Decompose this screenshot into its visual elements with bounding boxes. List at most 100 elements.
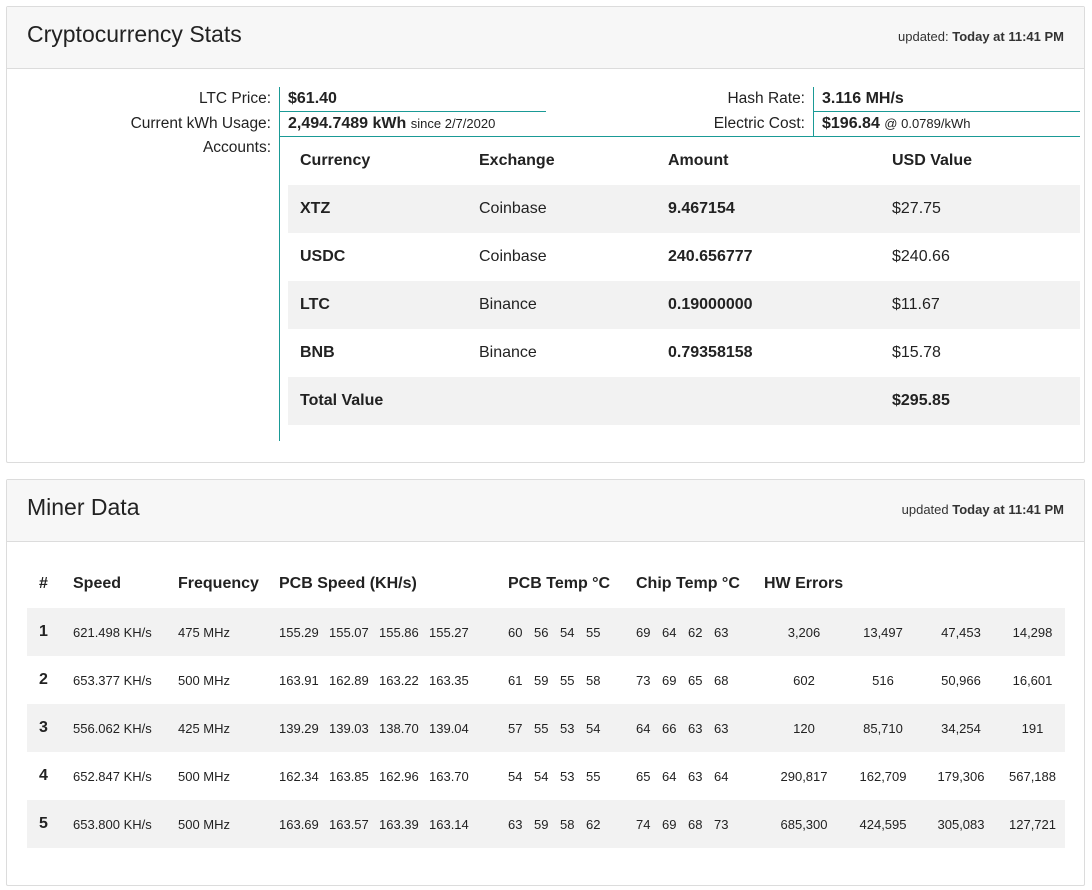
chip-temp-value: 62 bbox=[688, 624, 703, 640]
col-exchange: Exchange bbox=[479, 152, 555, 169]
hw-error-value: 85,710 bbox=[844, 704, 922, 752]
account-exchange: Binance bbox=[467, 281, 656, 329]
account-usd: $11.67 bbox=[880, 281, 1080, 329]
electric-cost: $196.84 bbox=[822, 115, 880, 132]
col-currency: Currency bbox=[300, 152, 371, 169]
hw-error-value: 14,298 bbox=[1000, 608, 1065, 656]
account-currency: USDC bbox=[300, 248, 346, 265]
ltc-price-label: LTC Price: bbox=[198, 90, 271, 107]
updated-time: Today at 11:41 PM bbox=[952, 502, 1064, 517]
miner-row: 2 653.377 KH/s 500 MHz 163.91 162.89 163.22 16… bbox=[27, 656, 1065, 704]
pcb-speed-value: 162.96 bbox=[379, 768, 419, 784]
hw-error-value: 47,453 bbox=[922, 608, 1000, 656]
hw-error-value: 602 bbox=[793, 672, 815, 688]
account-currency: LTC bbox=[288, 281, 467, 329]
pcb-temp-cell: 63 59 58 62 bbox=[508, 800, 636, 848]
pcb-speed-value: 162.89 bbox=[329, 672, 369, 688]
hash-rate-label: Hash Rate: bbox=[727, 90, 805, 107]
hw-error-value: 424,595 bbox=[844, 800, 922, 848]
updated-time: Today at 11:41 PM bbox=[952, 29, 1064, 44]
miner-speed: 652.847 KH/s bbox=[73, 768, 152, 784]
col-pcb-temp: PCB Temp °C bbox=[508, 575, 611, 592]
miner-table: # Speed Frequency PCB Speed (KH/s) PCB T… bbox=[27, 560, 1065, 848]
chip-temp-value: 64 bbox=[662, 624, 677, 640]
pcb-speed-value: 155.29 bbox=[279, 624, 319, 640]
pcb-speed-value: 163.57 bbox=[329, 816, 369, 832]
hw-error-value: 120 bbox=[764, 704, 844, 752]
account-amount: 9.467154 bbox=[656, 185, 880, 233]
accounts-header-row: Currency Exchange Amount USD Value bbox=[288, 137, 1080, 185]
miner-id: 4 bbox=[39, 767, 48, 784]
hw-error-value: 127,721 bbox=[1000, 800, 1065, 848]
pcb-speed-value: 139.04 bbox=[429, 720, 469, 736]
panel-header: Cryptocurrency Stats updated: Today at 1… bbox=[7, 7, 1084, 69]
chip-temp-value: 63 bbox=[714, 720, 729, 736]
miner-speed: 653.377 KH/s bbox=[73, 672, 152, 688]
pcb-speed-value: 163.69 bbox=[279, 816, 319, 832]
col-hw-errors: HW Errors bbox=[764, 575, 844, 592]
chip-temp-value: 65 bbox=[688, 672, 703, 688]
pcb-cell: 155.29 155.07 155.86 155.27 bbox=[279, 608, 508, 656]
miner-frequency: 500 MHz bbox=[178, 672, 231, 688]
pcb-cell: 162.34 163.85 162.96 163.70 bbox=[279, 752, 508, 800]
miner-row: 5 653.800 KH/s 500 MHz 163.69 163.57 163.39 16… bbox=[27, 800, 1065, 848]
pcb-temp-cell: 57 55 53 54 bbox=[508, 704, 636, 752]
hw-error-value: 3,206 bbox=[764, 608, 844, 656]
pcb-speed-value: 163.85 bbox=[329, 768, 369, 784]
pcb-temp-cell: 60 56 54 55 bbox=[508, 608, 636, 656]
pcb-temp-value: 54 bbox=[508, 768, 523, 784]
pcb-temp-value: 56 bbox=[534, 624, 549, 640]
total-row: Total Value $295.85 bbox=[288, 377, 1080, 425]
pcb-temp-value: 59 bbox=[534, 816, 549, 832]
pcb-speed-value: 155.27 bbox=[429, 624, 469, 640]
miner-row: 1 621.498 KH/s 475 MHz 155.29 155.07 155.86 15… bbox=[27, 608, 1065, 656]
pcb-temp-cell: 61 59 55 58 bbox=[508, 656, 636, 704]
chip-temp-value: 63 bbox=[688, 720, 703, 736]
chip-temp-value: 65 bbox=[636, 768, 651, 784]
updated-prefix: updated: bbox=[898, 29, 949, 44]
pcb-temp-value: 55 bbox=[534, 720, 549, 736]
account-exchange: Coinbase bbox=[479, 248, 547, 265]
account-row: BNB Binance 0.79358158 $15.78 bbox=[288, 329, 1080, 377]
miner-id: 1 bbox=[27, 608, 73, 656]
hw-error-value: 516 bbox=[872, 672, 894, 688]
pcb-speed-value: 163.22 bbox=[379, 672, 419, 688]
kwh-label: Current kWh Usage: bbox=[130, 115, 271, 132]
chip-temp-value: 68 bbox=[688, 816, 703, 832]
pcb-cell: 163.69 163.57 163.39 163.14 bbox=[279, 800, 508, 848]
account-usd: $27.75 bbox=[880, 185, 1080, 233]
pcb-temp-value: 54 bbox=[534, 768, 549, 784]
kwh-since: since 2/7/2020 bbox=[410, 116, 496, 131]
chip-temp-value: 74 bbox=[636, 816, 651, 832]
accounts-divider bbox=[279, 137, 280, 441]
col-hw-errors-4 bbox=[1000, 560, 1065, 608]
col-frequency: Frequency bbox=[178, 575, 259, 592]
chip-temp-value: 64 bbox=[714, 768, 729, 784]
hw-error-value: 567,188 bbox=[1009, 768, 1056, 784]
col-hw-errors-2 bbox=[844, 560, 922, 608]
pcb-speed-value: 155.86 bbox=[379, 624, 419, 640]
pcb-speed-value: 138.70 bbox=[379, 720, 419, 736]
pcb-temp-value: 55 bbox=[586, 624, 601, 640]
chip-temp-value: 66 bbox=[662, 720, 677, 736]
total-empty bbox=[656, 377, 880, 425]
hw-error-value: 685,300 bbox=[764, 800, 844, 848]
hash-rate: 3.116 MH/s bbox=[822, 90, 904, 107]
col-pcb-speed: PCB Speed (KH/s) bbox=[279, 575, 417, 592]
pcb-speed-value: 155.07 bbox=[329, 624, 369, 640]
pcb-temp-value: 58 bbox=[586, 672, 601, 688]
pcb-temp-value: 61 bbox=[508, 672, 523, 688]
pcb-temp-value: 54 bbox=[560, 624, 575, 640]
chip-temp-value: 64 bbox=[636, 720, 651, 736]
miner-row: 3 556.062 KH/s 425 MHz 139.29 139.03 138.70 13… bbox=[27, 704, 1065, 752]
ltc-price: $61.40 bbox=[288, 90, 337, 107]
account-amount: 240.656777 bbox=[668, 248, 753, 265]
panel-title: Cryptocurrency Stats bbox=[27, 21, 242, 47]
account-row: LTC Binance 0.19000000 $11.67 bbox=[288, 281, 1080, 329]
miner-header-row: # Speed Frequency PCB Speed (KH/s) PCB T… bbox=[27, 560, 1065, 608]
updated-prefix: updated bbox=[901, 502, 949, 517]
panel-header: Miner Data updated Today at 11:41 PM bbox=[7, 480, 1084, 542]
accounts-label: Accounts: bbox=[202, 139, 271, 156]
pcb-temp-value: 63 bbox=[508, 816, 523, 832]
chip-temp-value: 68 bbox=[714, 672, 729, 688]
